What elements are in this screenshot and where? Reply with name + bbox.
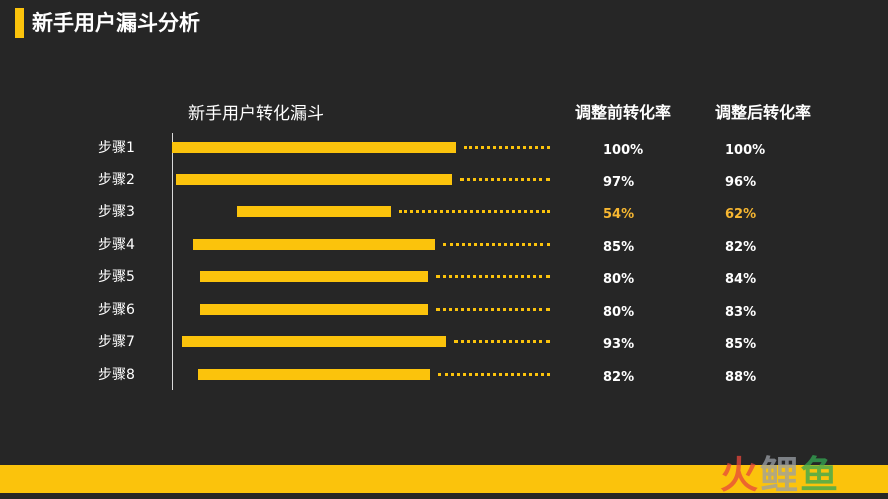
step-label: 步骤2 xyxy=(98,172,135,188)
funnel-bar xyxy=(200,304,428,315)
pct-before: 93% xyxy=(603,337,635,352)
leader-dots xyxy=(435,275,550,278)
footer-bar xyxy=(0,465,888,493)
funnel-bar xyxy=(193,239,435,250)
step-label: 步骤7 xyxy=(98,334,135,350)
funnel-chart-title: 新手用户转化漏斗 xyxy=(188,104,324,124)
step-label: 步骤5 xyxy=(98,269,135,285)
leader-dots xyxy=(435,308,550,311)
pct-after: 100% xyxy=(725,143,766,158)
leader-dots xyxy=(454,340,550,343)
funnel-bar xyxy=(181,336,447,347)
step-label: 步骤8 xyxy=(98,367,135,383)
funnel-bar xyxy=(200,271,428,282)
pct-before: 100% xyxy=(603,143,644,158)
pct-before: 97% xyxy=(603,175,635,190)
step-label: 步骤4 xyxy=(98,237,135,253)
funnel-bar xyxy=(237,206,391,217)
step-label: 步骤1 xyxy=(98,140,135,156)
page-title: 新手用户漏斗分析 xyxy=(32,11,200,35)
column-header-before: 调整前转化率 xyxy=(575,103,672,122)
pct-after: 84% xyxy=(725,272,757,287)
pct-after: 62% xyxy=(725,207,757,222)
pct-after: 88% xyxy=(725,370,757,385)
pct-before: 54% xyxy=(603,207,635,222)
leader-dots xyxy=(438,373,550,376)
funnel-axis-line xyxy=(172,133,173,390)
step-label: 步骤6 xyxy=(98,302,135,318)
pct-after: 83% xyxy=(725,305,757,320)
pct-after: 82% xyxy=(725,240,757,255)
step-label: 步骤3 xyxy=(98,204,135,220)
pct-before: 82% xyxy=(603,370,635,385)
title-accent-bar xyxy=(15,8,24,38)
column-header-after: 调整后转化率 xyxy=(715,103,812,122)
pct-before: 80% xyxy=(603,305,635,320)
leader-dots xyxy=(464,146,550,149)
leader-dots xyxy=(398,210,550,213)
funnel-bar xyxy=(172,142,456,153)
pct-after: 85% xyxy=(725,337,757,352)
pct-before: 85% xyxy=(603,240,635,255)
brand-logo: 火鲤鱼 xyxy=(720,453,841,497)
leader-dots xyxy=(442,243,550,246)
funnel-bar xyxy=(176,174,452,185)
funnel-bar xyxy=(197,369,431,380)
pct-before: 80% xyxy=(603,272,635,287)
leader-dots xyxy=(459,178,550,181)
pct-after: 96% xyxy=(725,175,757,190)
